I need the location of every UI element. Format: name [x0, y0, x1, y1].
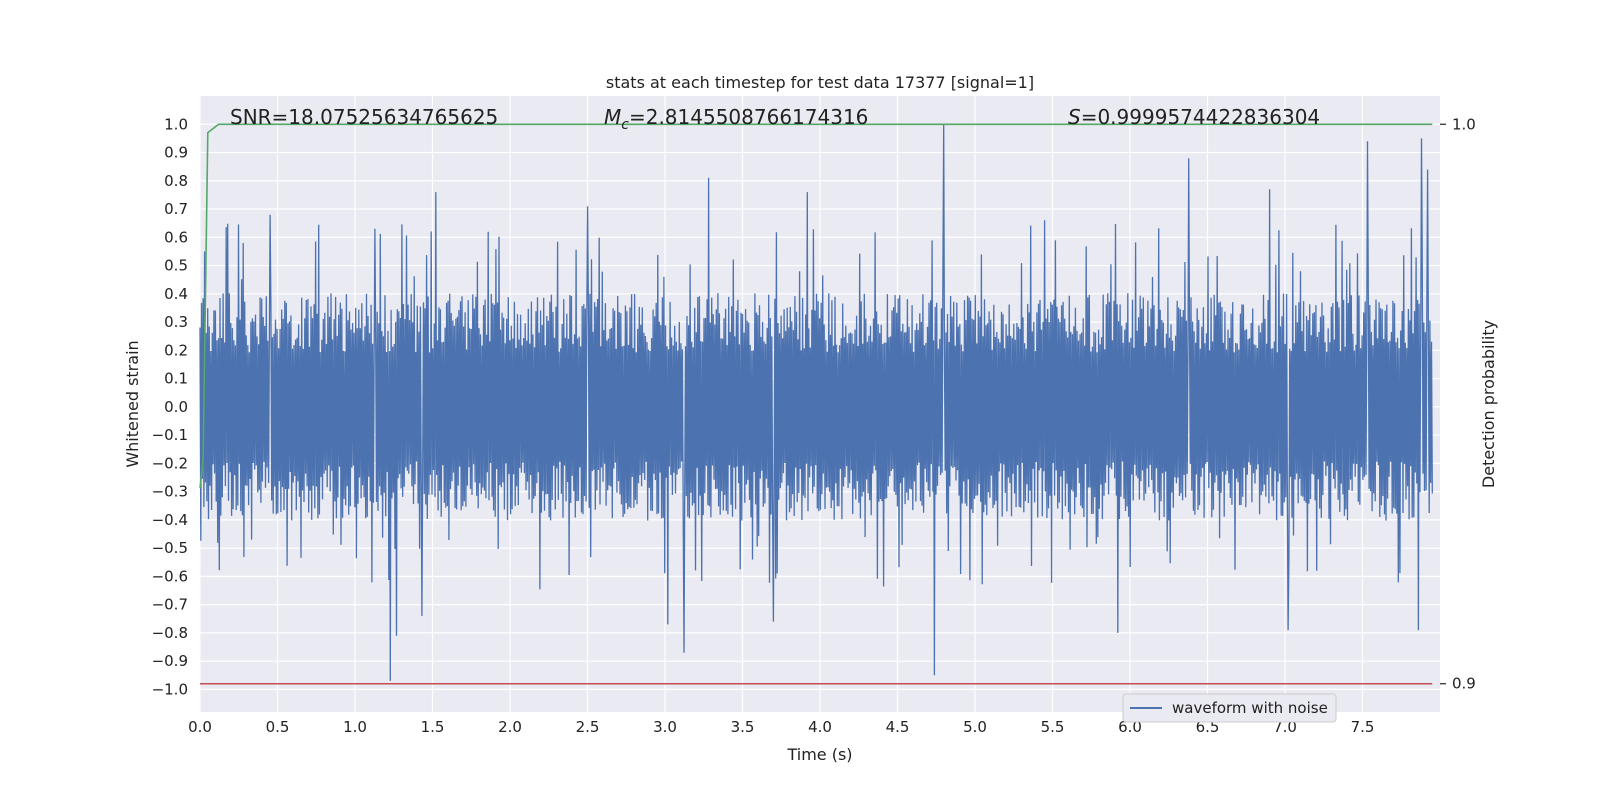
- snr-annotation: SNR=18.07525634765625: [230, 105, 498, 129]
- y-tick-label: 1.0: [164, 115, 188, 133]
- y2-axis-label: Detection probability: [1479, 320, 1498, 488]
- score-value: =0.9999574422836304: [1081, 105, 1320, 129]
- y-axis-label: Whitened strain: [123, 340, 142, 467]
- y-tick-label: −0.4: [152, 511, 188, 529]
- score-annotation: S=0.9999574422836304: [1068, 105, 1320, 129]
- x-tick-label: 4.0: [808, 718, 832, 736]
- y-tick-label: 0.1: [164, 370, 188, 388]
- overlay-series: [199, 123, 1433, 685]
- x-tick-label: 0.0: [188, 718, 212, 736]
- y-tick-label: −0.5: [152, 539, 188, 557]
- y-tick-label: 0.5: [164, 257, 188, 275]
- y-tick-label: −0.7: [152, 596, 188, 614]
- y-tick-label: 0.4: [164, 285, 188, 303]
- waveform-line: [199, 124, 1433, 681]
- axes: 0.0 0.5 1.0 1.5 2.0 2.5 3.0 3.5 4.0 4.5 5.0 5.5 6.0 6…: [152, 115, 1476, 736]
- x-tick-label: 2.0: [498, 718, 522, 736]
- y-tick-label: −1.0: [152, 680, 188, 698]
- y-tick-label: 0.2: [164, 341, 188, 359]
- x-tick-label: 3.0: [653, 718, 677, 736]
- chirp-mass-symbol: M: [604, 105, 621, 129]
- y-tick-label: −0.3: [152, 483, 188, 501]
- x-axis-label: Time (s): [786, 745, 852, 764]
- chart-title: stats at each timestep for test data 173…: [606, 73, 1034, 92]
- y-tick-label: 0.6: [164, 228, 188, 246]
- x-tick-label: 5.5: [1041, 718, 1065, 736]
- x-tick-label: 0.5: [266, 718, 290, 736]
- chirp-mass-subscript: c: [621, 117, 629, 133]
- y-tick-label: 0.8: [164, 172, 188, 190]
- detection-probability-line: [199, 123, 1433, 488]
- x-tick-label: 7.5: [1351, 718, 1375, 736]
- x-tick-label: 3.5: [731, 718, 755, 736]
- x-tick-label: 4.5: [886, 718, 910, 736]
- legend-label: waveform with noise: [1172, 699, 1328, 717]
- score-symbol: S: [1068, 105, 1081, 129]
- y-tick-label: −0.1: [152, 426, 188, 444]
- x-tick-label: 1.0: [343, 718, 367, 736]
- waveform-series: [199, 124, 1433, 681]
- x-tick-label: 1.5: [421, 718, 445, 736]
- y-tick-label: −0.8: [152, 624, 188, 642]
- y-tick-label: −0.9: [152, 652, 188, 670]
- chirp-mass-annotation: Mc=2.8145508766174316: [604, 105, 868, 133]
- y2-tick-label: 1.0: [1452, 115, 1476, 133]
- y-tick-label: −0.6: [152, 567, 188, 585]
- y-tick-label: 0.9: [164, 144, 188, 162]
- legend-box: [1122, 693, 1337, 723]
- y2-tick-label: 0.9: [1452, 675, 1476, 693]
- y-tick-label: −0.2: [152, 454, 188, 472]
- y-tick-label: 0.3: [164, 313, 188, 331]
- y-tick-label: 0.0: [164, 398, 188, 416]
- chirp-mass-value: =2.8145508766174316: [629, 105, 868, 129]
- y-tick-label: 0.7: [164, 200, 188, 218]
- x-tick-label: 5.0: [963, 718, 987, 736]
- legend: waveform with noise: [1122, 693, 1337, 723]
- x-tick-label: 2.5: [576, 718, 600, 736]
